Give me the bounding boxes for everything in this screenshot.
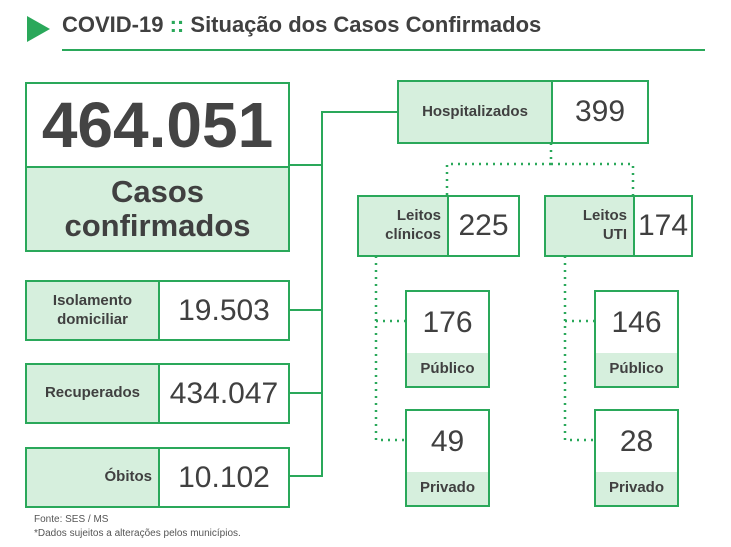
left-box: Óbitos 10.102 — [25, 447, 290, 508]
sub-value: 49 — [430, 424, 465, 458]
sub-label: Privado — [596, 472, 677, 505]
left-value: 10.102 — [178, 460, 270, 494]
sub-value: 146 — [611, 305, 662, 339]
footer-note: *Dados sujeitos a alterações pelos munic… — [34, 528, 241, 539]
ward-box: Leitos UTI 174 — [544, 195, 693, 257]
title-separator: :: — [169, 12, 185, 37]
sub-box: 146 Público — [594, 290, 679, 388]
ward-label: Leitos clínicos — [359, 197, 449, 255]
dotted-connectors — [374, 143, 635, 442]
title-text: Situação dos Casos Confirmados — [190, 12, 542, 37]
sub-value: 176 — [422, 305, 473, 339]
total-box: 464.051 Casos confirmados — [25, 82, 290, 252]
sub-label: Privado — [407, 472, 488, 505]
footer-source: Fonte: SES / MS — [34, 514, 109, 525]
title: COVID-19 :: Situação dos Casos Confirmad… — [62, 12, 541, 38]
sub-box: 176 Público — [405, 290, 490, 388]
hospital-box: Hospitalizados 399 — [397, 80, 649, 144]
sub-label: Público — [407, 353, 488, 386]
left-label: Isolamento domiciliar — [27, 282, 160, 339]
left-box: Isolamento domiciliar 19.503 — [25, 280, 290, 341]
ward-value: 174 — [637, 209, 689, 242]
sub-value: 28 — [619, 424, 654, 458]
left-label: Recuperados — [27, 365, 160, 422]
hospital-label: Hospitalizados — [399, 82, 553, 142]
solid-connectors — [289, 111, 397, 477]
left-value: 19.503 — [178, 293, 270, 327]
total-value: 464.051 — [41, 89, 274, 161]
title-label: COVID-19 — [62, 12, 164, 37]
sub-label: Público — [596, 353, 677, 386]
left-label: Óbitos — [27, 449, 160, 506]
sub-box: 28 Privado — [594, 409, 679, 507]
ward-box: Leitos clínicos 225 — [357, 195, 520, 257]
ward-value: 225 — [458, 209, 509, 242]
ward-label: Leitos UTI — [546, 197, 635, 255]
left-box: Recuperados 434.047 — [25, 363, 290, 424]
sub-box: 49 Privado — [405, 409, 490, 507]
total-label: Casos confirmados — [27, 166, 288, 250]
hospital-value: 399 — [574, 95, 626, 128]
title-arrow — [27, 16, 50, 42]
left-value: 434.047 — [169, 376, 279, 410]
